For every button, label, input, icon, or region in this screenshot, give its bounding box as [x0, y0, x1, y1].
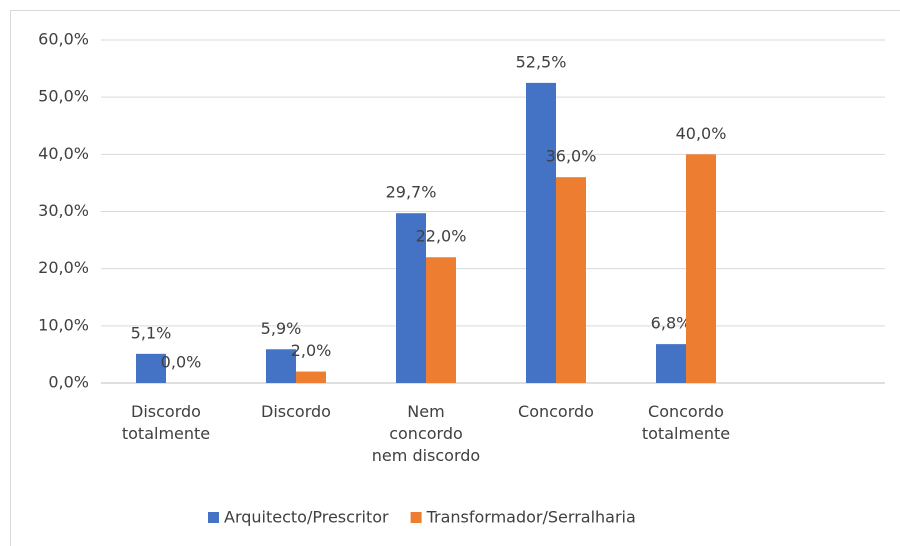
chart-border [10, 10, 900, 546]
bar [556, 177, 586, 383]
data-label: 2,0% [291, 341, 332, 360]
y-tick-label: 20,0% [38, 258, 89, 277]
legend-swatch [208, 512, 219, 523]
data-label: 6,8% [651, 314, 692, 333]
data-label: 40,0% [676, 124, 727, 143]
y-tick-label: 10,0% [38, 315, 89, 334]
x-tick-label: Discordo totalmente [121, 402, 211, 443]
bar [296, 371, 326, 383]
legend-label: Transformador/Serralharia [426, 508, 636, 527]
data-label: 36,0% [546, 147, 597, 166]
y-tick-label: 0,0% [48, 373, 89, 392]
bar [136, 353, 166, 383]
y-tick-label: 30,0% [38, 201, 89, 220]
y-tick-label: 60,0% [38, 30, 89, 49]
legend-label: Arquitecto/Prescritor [224, 508, 389, 527]
legend-swatch [410, 512, 422, 523]
x-tick-label: Concordo [518, 402, 594, 421]
data-label: 29,7% [386, 183, 437, 202]
data-label: 22,0% [416, 227, 467, 246]
bar [686, 154, 716, 383]
x-tick-label: Nem concordo nem discordo [371, 402, 481, 465]
x-tick-label: Discordo [261, 402, 331, 421]
y-tick-label: 40,0% [38, 144, 89, 163]
data-label: 52,5% [516, 52, 567, 71]
x-tick-label: Concordo totalmente [641, 402, 731, 443]
y-tick-label: 50,0% [38, 87, 89, 106]
bar [266, 349, 296, 383]
data-label: 0,0% [161, 353, 202, 372]
bar [426, 257, 456, 383]
bar [396, 213, 426, 383]
bar [526, 82, 556, 383]
data-label: 5,1% [131, 323, 172, 342]
bar [656, 344, 686, 383]
data-label: 5,9% [261, 319, 302, 338]
